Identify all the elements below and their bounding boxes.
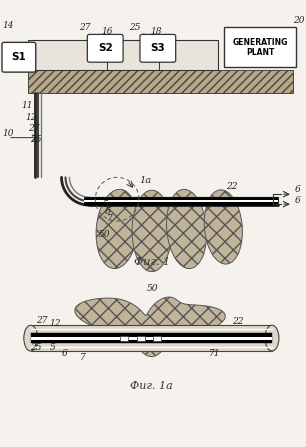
- Bar: [84, 197, 278, 205]
- Bar: [31, 333, 272, 343]
- FancyBboxPatch shape: [140, 34, 176, 62]
- Text: S2: S2: [98, 43, 113, 53]
- Bar: [31, 325, 272, 351]
- Text: 5: 5: [50, 343, 55, 352]
- Ellipse shape: [166, 190, 207, 269]
- Text: 1а: 1а: [139, 176, 151, 186]
- Text: 7: 7: [80, 353, 85, 362]
- Text: 6: 6: [295, 185, 300, 194]
- Text: 50: 50: [99, 230, 111, 239]
- Text: 10: 10: [2, 129, 13, 138]
- Bar: [28, 40, 218, 70]
- Ellipse shape: [204, 190, 242, 264]
- Bar: [120, 336, 128, 341]
- Text: 27: 27: [28, 124, 39, 133]
- FancyBboxPatch shape: [2, 42, 36, 72]
- Bar: [153, 336, 161, 341]
- Ellipse shape: [24, 325, 38, 351]
- Text: S3: S3: [151, 43, 165, 53]
- Ellipse shape: [96, 190, 138, 269]
- Text: 71: 71: [208, 349, 220, 358]
- Text: 25: 25: [129, 23, 140, 33]
- Text: 6: 6: [295, 196, 300, 205]
- Text: S1: S1: [12, 52, 26, 62]
- Text: 11: 11: [22, 101, 33, 110]
- Text: 25: 25: [30, 343, 41, 352]
- Ellipse shape: [265, 325, 279, 351]
- Text: 6: 6: [105, 207, 111, 216]
- Text: 22: 22: [226, 182, 238, 191]
- Text: 14: 14: [2, 21, 13, 30]
- Text: PLANT: PLANT: [246, 48, 274, 57]
- Bar: [84, 200, 278, 202]
- Bar: [224, 27, 296, 67]
- Text: 20: 20: [293, 17, 304, 25]
- FancyBboxPatch shape: [87, 34, 123, 62]
- Ellipse shape: [132, 190, 172, 272]
- Text: 12: 12: [50, 319, 61, 328]
- Bar: [31, 337, 272, 340]
- Text: 50: 50: [147, 284, 159, 294]
- Text: GENERATING: GENERATING: [232, 38, 288, 47]
- Text: Фиг. 1: Фиг. 1: [134, 257, 170, 267]
- Text: 18: 18: [151, 27, 162, 36]
- Text: 6: 6: [62, 349, 67, 358]
- Text: Фиг. 1а: Фиг. 1а: [130, 381, 173, 391]
- Text: 27: 27: [80, 23, 91, 33]
- Text: 25: 25: [30, 135, 41, 143]
- Bar: [28, 70, 293, 93]
- Text: 27: 27: [36, 316, 47, 325]
- Text: 7: 7: [107, 214, 113, 223]
- Text: 22: 22: [232, 317, 244, 326]
- Text: 5: 5: [103, 200, 109, 209]
- Text: 16: 16: [101, 27, 113, 36]
- Text: 12: 12: [26, 113, 37, 122]
- Polygon shape: [75, 297, 225, 357]
- Bar: [137, 336, 145, 341]
